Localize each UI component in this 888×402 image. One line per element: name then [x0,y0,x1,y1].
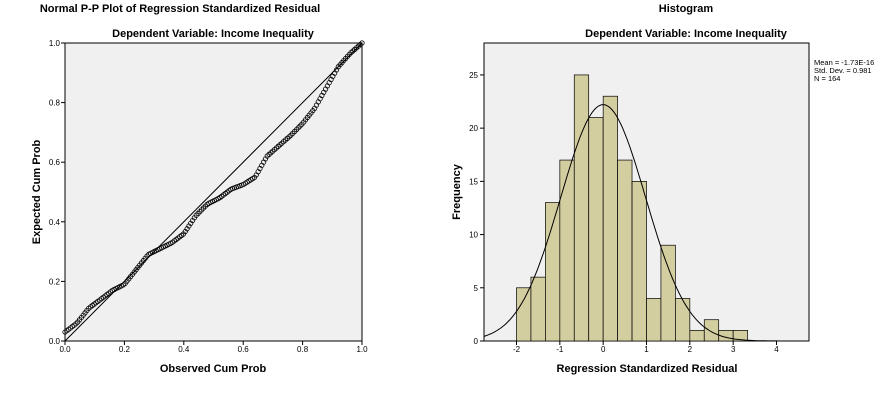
histogram-y-tick-label: 0 [474,337,479,346]
histogram-x-tick-label: 0 [601,345,606,354]
pp-plot-title: Normal P-P Plot of Regression Standardiz… [40,3,320,15]
pp-y-tick-label: 0.4 [49,218,61,227]
histogram-y-axis-label: Frequency [451,163,463,220]
histogram-bar [646,298,662,342]
pp-x-tick-label: 0.2 [119,345,131,354]
histogram-y-tick-label: 20 [469,124,478,133]
histogram-bar [703,319,720,342]
pp-plot-subtitle: Dependent Variable: Income Inequality [112,28,315,40]
histogram-bar [530,276,546,342]
histogram-bar [573,74,590,342]
pp-y-tick-label: 0.6 [49,158,61,167]
histogram-subtitle: Dependent Variable: Income Inequality [585,28,788,40]
histogram-bar [689,330,705,342]
histogram-bar [631,181,647,342]
normal-curve [483,104,809,342]
histogram-bar [559,159,575,342]
pp-points [62,40,365,335]
pp-plot: Normal P-P Plot of Regression Standardiz… [31,3,368,375]
pp-y-axis: 0.0 0.2 0.4 0.6 0.8 1.0 [49,39,65,346]
histogram-bar [617,159,633,342]
histogram-x-tick-label: -1 [556,345,564,354]
histogram-bar [660,244,676,342]
histogram-bar [732,330,748,342]
stat-std-dev: Std. Dev. = 0.981 [814,66,872,75]
pp-y-tick-label: 1.0 [49,39,61,48]
histogram: Histogram Dependent Variable: Income Ine… [451,3,874,375]
pp-x-tick-label: 0.0 [59,345,71,354]
histogram-y-tick-label: 5 [474,284,479,293]
histogram-x-axis-label: Regression Standardized Residual [557,363,738,375]
histogram-x-tick-label: 2 [688,345,693,354]
histogram-y-tick-label: 25 [469,71,478,80]
pp-x-tick-label: 0.8 [297,345,309,354]
stat-n: N = 164 [814,74,840,83]
stat-mean: Mean = -1.73E-16 [814,58,874,67]
histogram-y-tick-label: 15 [469,177,478,186]
pp-x-tick-label: 0.6 [238,345,250,354]
pp-y-tick-label: 0.2 [49,277,61,286]
histogram-bar [675,298,691,342]
histogram-x-axis: -2 -1 0 1 2 3 4 [513,341,779,354]
pp-y-tick-label: 0.8 [49,99,61,108]
histogram-y-axis: 0 5 10 15 20 25 [469,71,484,346]
histogram-bar [588,117,604,342]
histogram-bar [516,287,532,342]
pp-y-tick-label: 0.0 [49,337,61,346]
histogram-x-tick-label: 4 [774,345,779,354]
histogram-title: Histogram [659,3,714,15]
pp-x-axis: 0.0 0.2 0.4 0.6 0.8 1.0 [59,341,368,354]
histogram-y-tick-label: 10 [469,231,478,240]
pp-point [359,40,365,46]
pp-x-tick-label: 0.4 [178,345,190,354]
histogram-x-tick-label: -2 [513,345,521,354]
pp-x-tick-label: 1.0 [356,345,368,354]
pp-x-axis-label: Observed Cum Prob [160,363,267,375]
histogram-x-tick-label: 1 [644,345,649,354]
histogram-bar [602,95,618,342]
pp-y-axis-label: Expected Cum Prob [31,139,43,244]
histogram-x-tick-label: 3 [731,345,736,354]
